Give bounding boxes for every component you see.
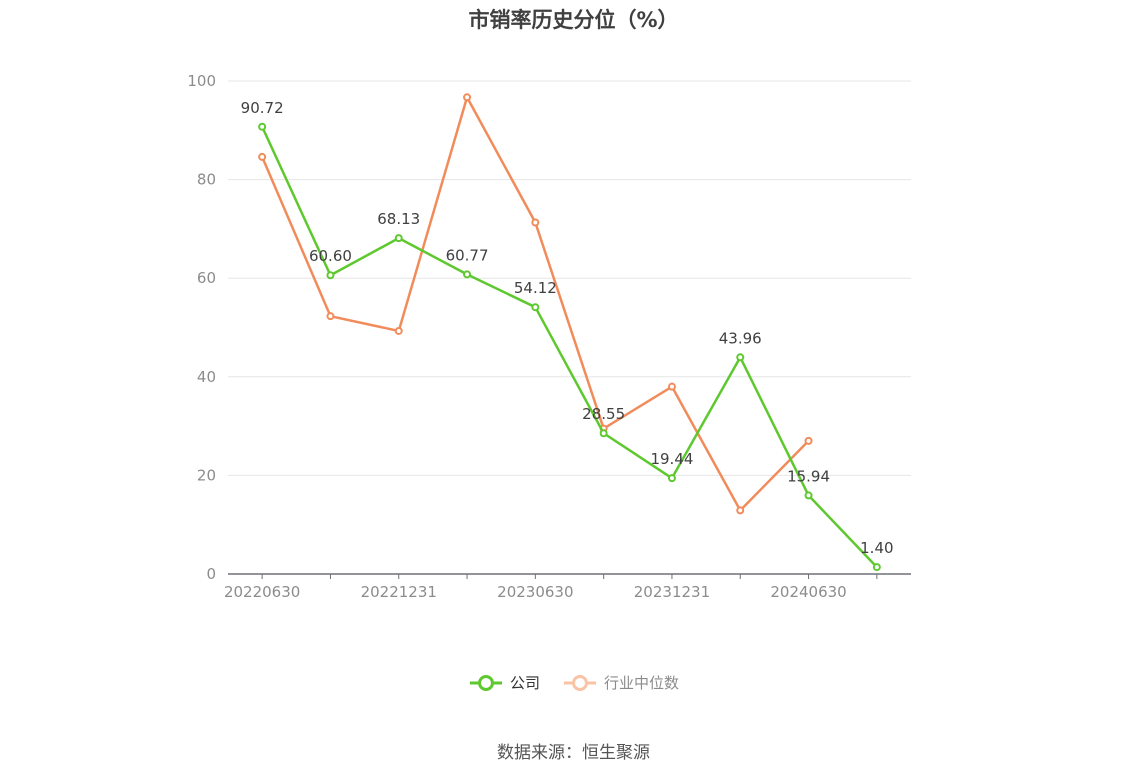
x-tick-label: 20231231 [634,583,710,601]
data-label: 60.60 [309,247,352,265]
source-note: 数据来源：恒生聚源 [497,743,650,763]
x-tick-label: 20230630 [497,583,573,601]
data-point-company [531,303,540,312]
legend-company-icon [469,674,502,691]
data-point-company [394,234,403,243]
legend-item-industry-median[interactable]: 行业中位数 [562,672,679,693]
y-tick-label: 60 [197,269,216,287]
data-label: 15.94 [787,467,830,485]
data-label: 90.72 [241,99,284,117]
data-labels: 90.72 60.60 68.13 60.77 54.12 28.55 19.44 43.96… [241,99,894,557]
x-tick-label: 20240630 [770,583,846,601]
data-label: 68.13 [377,210,420,228]
y-tick-label: 80 [197,171,216,189]
data-label: 54.12 [514,279,557,297]
chart-title: 市销率历史分位（%） [468,8,679,32]
data-label: 28.55 [582,405,625,423]
data-point-company [258,122,267,131]
data-point-industry-median [531,218,540,227]
data-label: 1.40 [860,539,893,557]
series-line-company [261,126,878,568]
legend: 公司 行业中位数 [0,672,1147,693]
data-label: 43.96 [719,329,762,347]
data-point-industry-median [667,382,676,391]
y-tick-label: 40 [197,368,216,386]
data-point-industry-median [258,152,267,161]
axes: 0 20 40 60 80 100 20220630 20221231 20230630 2023… [187,72,911,601]
legend-company-label: 公司 [509,674,540,692]
data-point-company [804,491,813,500]
legend-industry-icon [564,674,596,691]
x-tick-label: 20221231 [361,583,437,601]
y-tick-label: 0 [206,565,216,583]
data-point-industry-median [394,326,403,335]
legend-industry-label: 行业中位数 [604,674,680,692]
legend-item-company[interactable]: 公司 [468,672,540,693]
y-tick-label: 100 [187,72,216,90]
data-point-company [463,270,472,279]
data-point-industry-median [804,436,813,445]
data-point-company [326,271,335,280]
data-point-industry-median [463,93,472,102]
series-lines [258,93,881,572]
data-point-industry-median [736,506,745,515]
data-point-company [667,474,676,483]
data-point-company [599,429,608,438]
data-label: 60.77 [446,246,489,264]
data-point-industry-median [326,312,335,321]
grid-lines [228,80,911,476]
x-tick-label: 20220630 [224,583,300,601]
y-tick-label: 20 [197,466,216,484]
data-point-company [736,353,745,362]
data-point-company [872,563,881,572]
data-label: 19.44 [650,450,693,468]
